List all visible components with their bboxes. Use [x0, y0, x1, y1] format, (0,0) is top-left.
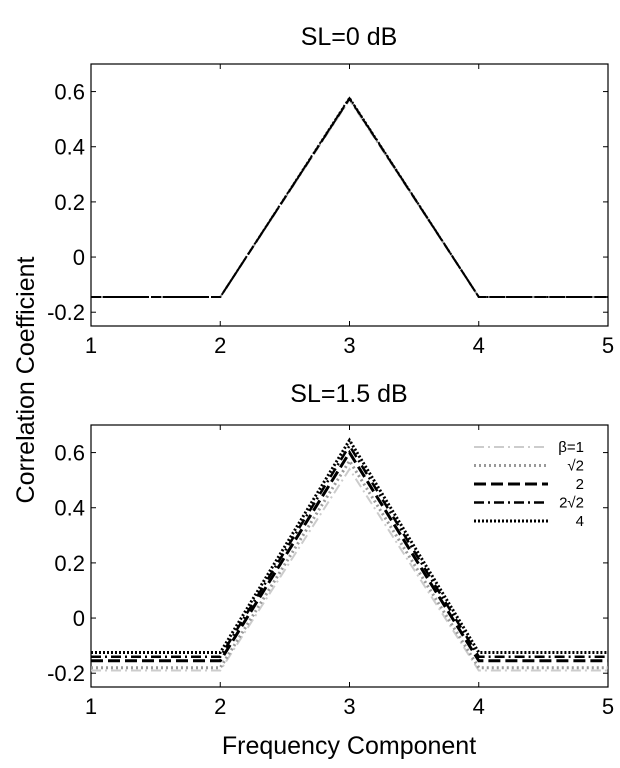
top-x-tick-label: 5	[602, 333, 614, 358]
legend-label-4: 4	[576, 513, 584, 530]
top-y-ticks: -0.2 0 0.2 0.4 0.6	[47, 80, 608, 325]
bottom-x-ticks: 1 2 3 4 5	[85, 425, 614, 719]
bottom-y-tick-label: 0.2	[54, 551, 85, 576]
bottom-panel-title: SL=1.5 dB	[290, 380, 407, 408]
bottom-series-line-3	[91, 443, 608, 658]
bottom-x-tick-label: 4	[473, 694, 485, 719]
bottom-x-tick-label: 2	[214, 694, 226, 719]
bottom-series-line-0	[91, 467, 608, 672]
top-panel: SL=0 dB 1 2 3 4 5 -0.2 0 0.2 0.4 0.6	[47, 23, 614, 358]
legend-label-1: √2	[567, 458, 584, 475]
top-panel-title: SL=0 dB	[301, 23, 398, 51]
top-y-tick-label: 0	[73, 245, 85, 270]
bottom-series-line-4	[91, 437, 608, 654]
bottom-x-tick-label: 5	[602, 694, 614, 719]
bottom-series-line-1	[91, 458, 608, 670]
legend-label-0: β=1	[558, 439, 584, 456]
top-y-tick-label: 0.6	[54, 80, 85, 105]
legend: β=1 √22 2√24	[474, 439, 584, 530]
top-x-tick-label: 2	[214, 333, 226, 358]
top-x-tick-label: 3	[343, 333, 355, 358]
bottom-y-tick-label: -0.2	[47, 661, 85, 686]
legend-label-3: 2√2	[559, 495, 584, 512]
legend-label-2: 2	[576, 476, 584, 493]
bottom-x-tick-label: 3	[343, 694, 355, 719]
top-x-ticks: 1 2 3 4 5	[85, 64, 614, 358]
bottom-x-tick-label: 1	[85, 694, 97, 719]
bottom-y-tick-label: 0.6	[54, 441, 85, 466]
bottom-y-tick-label: 0.4	[54, 496, 85, 521]
top-y-tick-label: 0.2	[54, 190, 85, 215]
x-axis-label: Frequency Component	[222, 732, 476, 760]
top-x-tick-label: 1	[85, 333, 97, 358]
bottom-series-line-2	[91, 449, 608, 663]
top-series-lines	[90, 95, 609, 298]
bottom-y-ticks: -0.2 0 0.2 0.4 0.6	[47, 441, 608, 686]
bottom-series-lines	[90, 437, 609, 672]
top-y-tick-label: -0.2	[47, 300, 85, 325]
y-axis-label: Correlation Coefficient	[12, 257, 40, 504]
top-plot-frame	[90, 63, 609, 327]
bottom-y-tick-label: 0	[73, 606, 85, 631]
top-y-tick-label: 0.4	[54, 135, 85, 160]
top-x-tick-label: 4	[473, 333, 485, 358]
